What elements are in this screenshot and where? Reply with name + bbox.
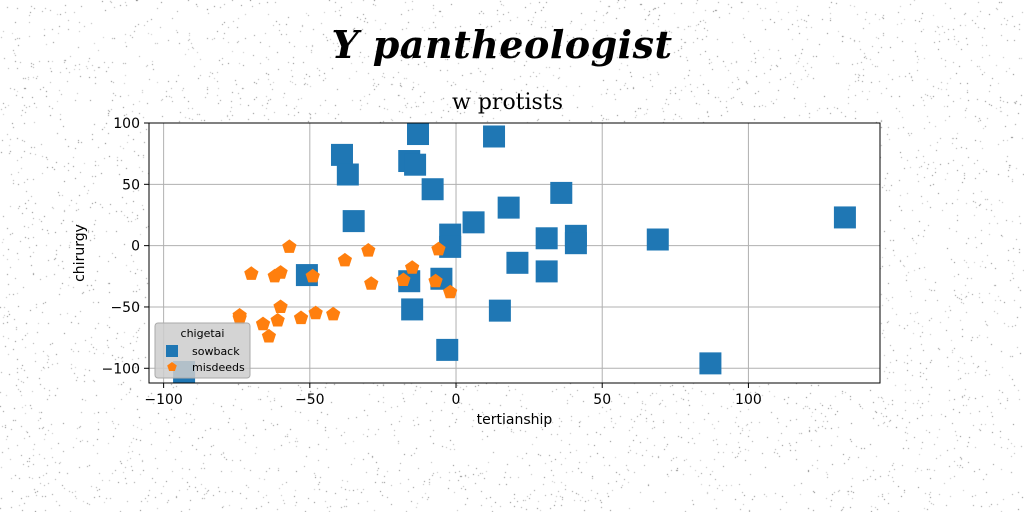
x-tick-label: 50 xyxy=(593,392,611,408)
y-tick-label: 50 xyxy=(122,177,140,193)
legend-marker-sowback xyxy=(166,345,178,357)
series-misdeeds xyxy=(232,239,458,343)
figure-suptitle: Y pantheologist xyxy=(331,22,673,67)
sowback-point xyxy=(407,123,430,146)
misdeeds-point xyxy=(443,284,458,299)
misdeeds-point xyxy=(232,310,247,325)
plot-frame xyxy=(148,122,881,384)
sowback-point xyxy=(488,299,511,322)
legend-marker-misdeeds xyxy=(167,362,177,371)
misdeeds-point xyxy=(305,268,320,283)
misdeeds-point xyxy=(428,273,443,288)
sowback-point xyxy=(550,181,573,204)
x-tick-label: 100 xyxy=(735,392,762,408)
misdeeds-point xyxy=(293,310,309,325)
legend-box xyxy=(154,322,251,379)
sowback-point xyxy=(436,338,459,361)
y-tick-label: −50 xyxy=(110,300,140,316)
sowback-point xyxy=(833,206,856,229)
sowback-point xyxy=(646,228,669,251)
misdeeds-point xyxy=(326,306,341,321)
x-tick-label: −50 xyxy=(295,392,325,408)
legend: chigetai sowback misdeeds xyxy=(154,322,251,379)
misdeeds-point xyxy=(396,272,411,286)
misdeeds-point xyxy=(361,243,376,257)
y-axis-label: chirurgy xyxy=(72,224,88,282)
x-tick-label: −100 xyxy=(144,392,182,408)
y-tick-label: 100 xyxy=(113,116,140,132)
sowback-point xyxy=(564,232,587,255)
axis-ticks: −100 −50 0 50 100 −100 −50 0 50 100 xyxy=(102,116,762,408)
legend-title: chigetai xyxy=(181,327,225,340)
sowback-point xyxy=(483,125,506,148)
sowback-point xyxy=(699,352,722,375)
sowback-point xyxy=(421,178,444,201)
misdeeds-point xyxy=(267,268,282,283)
misdeeds-point xyxy=(405,260,420,274)
sowback-point xyxy=(535,227,558,250)
sowback-point xyxy=(401,298,424,321)
sowback-point xyxy=(336,163,359,186)
misdeeds-point xyxy=(308,305,323,320)
y-tick-label: 0 xyxy=(131,239,140,255)
sowback-point xyxy=(462,211,485,234)
misdeeds-point xyxy=(364,276,379,290)
misdeeds-point xyxy=(337,252,352,267)
chart-title: w protists xyxy=(452,90,563,115)
sowback-point xyxy=(404,153,427,176)
misdeeds-point xyxy=(261,328,276,343)
x-axis-label: tertianship xyxy=(477,412,553,428)
misdeeds-point xyxy=(431,241,446,256)
y-tick-label: −100 xyxy=(102,361,140,377)
sowback-point xyxy=(506,251,529,274)
sowback-point xyxy=(497,196,520,219)
series-sowback xyxy=(173,123,856,383)
data-points xyxy=(173,123,856,383)
legend-label-sowback: sowback xyxy=(192,345,240,358)
sowback-point xyxy=(439,235,462,258)
x-tick-label: 0 xyxy=(452,392,461,408)
misdeeds-point xyxy=(282,239,297,253)
misdeeds-point xyxy=(273,299,288,313)
sowback-point xyxy=(535,260,558,283)
sowback-point xyxy=(342,210,365,233)
legend-label-misdeeds: misdeeds xyxy=(192,361,245,374)
misdeeds-point xyxy=(255,316,271,331)
misdeeds-point xyxy=(270,313,285,327)
sowback-point xyxy=(330,143,353,166)
misdeeds-point xyxy=(244,266,259,280)
